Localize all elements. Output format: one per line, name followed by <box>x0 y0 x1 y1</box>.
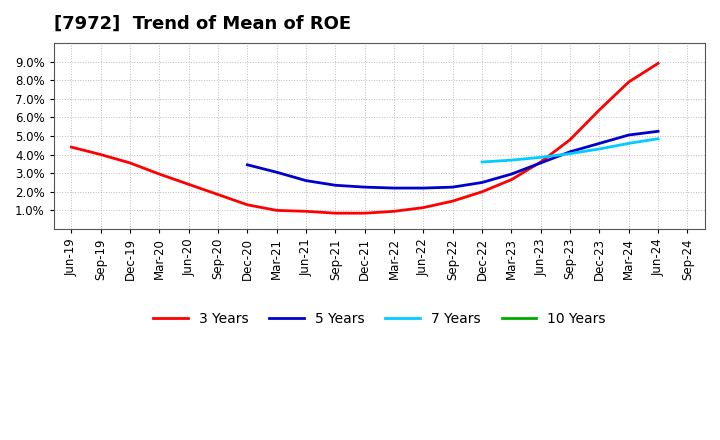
5 Years <box>390 185 398 191</box>
3 Years <box>243 202 252 207</box>
7 Years <box>654 136 662 141</box>
3 Years <box>566 137 575 142</box>
7 Years <box>536 155 545 160</box>
3 Years <box>595 107 603 113</box>
5 Years <box>449 184 457 190</box>
Line: 5 Years: 5 Years <box>248 131 658 188</box>
3 Years <box>272 208 281 213</box>
3 Years <box>155 172 163 177</box>
5 Years <box>595 141 603 146</box>
7 Years <box>507 158 516 163</box>
5 Years <box>272 169 281 175</box>
5 Years <box>361 184 369 190</box>
3 Years <box>361 211 369 216</box>
Line: 3 Years: 3 Years <box>71 63 658 213</box>
5 Years <box>654 128 662 134</box>
5 Years <box>536 160 545 165</box>
3 Years <box>67 144 76 150</box>
Legend: 3 Years, 5 Years, 7 Years, 10 Years: 3 Years, 5 Years, 7 Years, 10 Years <box>147 307 611 332</box>
Line: 7 Years: 7 Years <box>482 139 658 162</box>
3 Years <box>478 189 487 194</box>
3 Years <box>96 152 105 157</box>
5 Years <box>478 180 487 185</box>
3 Years <box>419 205 428 210</box>
5 Years <box>566 149 575 154</box>
3 Years <box>507 177 516 182</box>
3 Years <box>331 211 340 216</box>
3 Years <box>654 61 662 66</box>
3 Years <box>214 192 222 197</box>
3 Years <box>302 209 310 214</box>
7 Years <box>624 141 633 146</box>
3 Years <box>184 182 193 187</box>
5 Years <box>331 183 340 188</box>
5 Years <box>624 132 633 138</box>
5 Years <box>243 162 252 168</box>
7 Years <box>595 147 603 152</box>
Text: [7972]  Trend of Mean of ROE: [7972] Trend of Mean of ROE <box>54 15 351 33</box>
3 Years <box>126 160 135 165</box>
5 Years <box>507 172 516 177</box>
3 Years <box>390 209 398 214</box>
3 Years <box>624 79 633 84</box>
3 Years <box>536 159 545 165</box>
5 Years <box>419 185 428 191</box>
3 Years <box>449 198 457 204</box>
7 Years <box>478 159 487 165</box>
7 Years <box>566 151 575 156</box>
5 Years <box>302 178 310 183</box>
